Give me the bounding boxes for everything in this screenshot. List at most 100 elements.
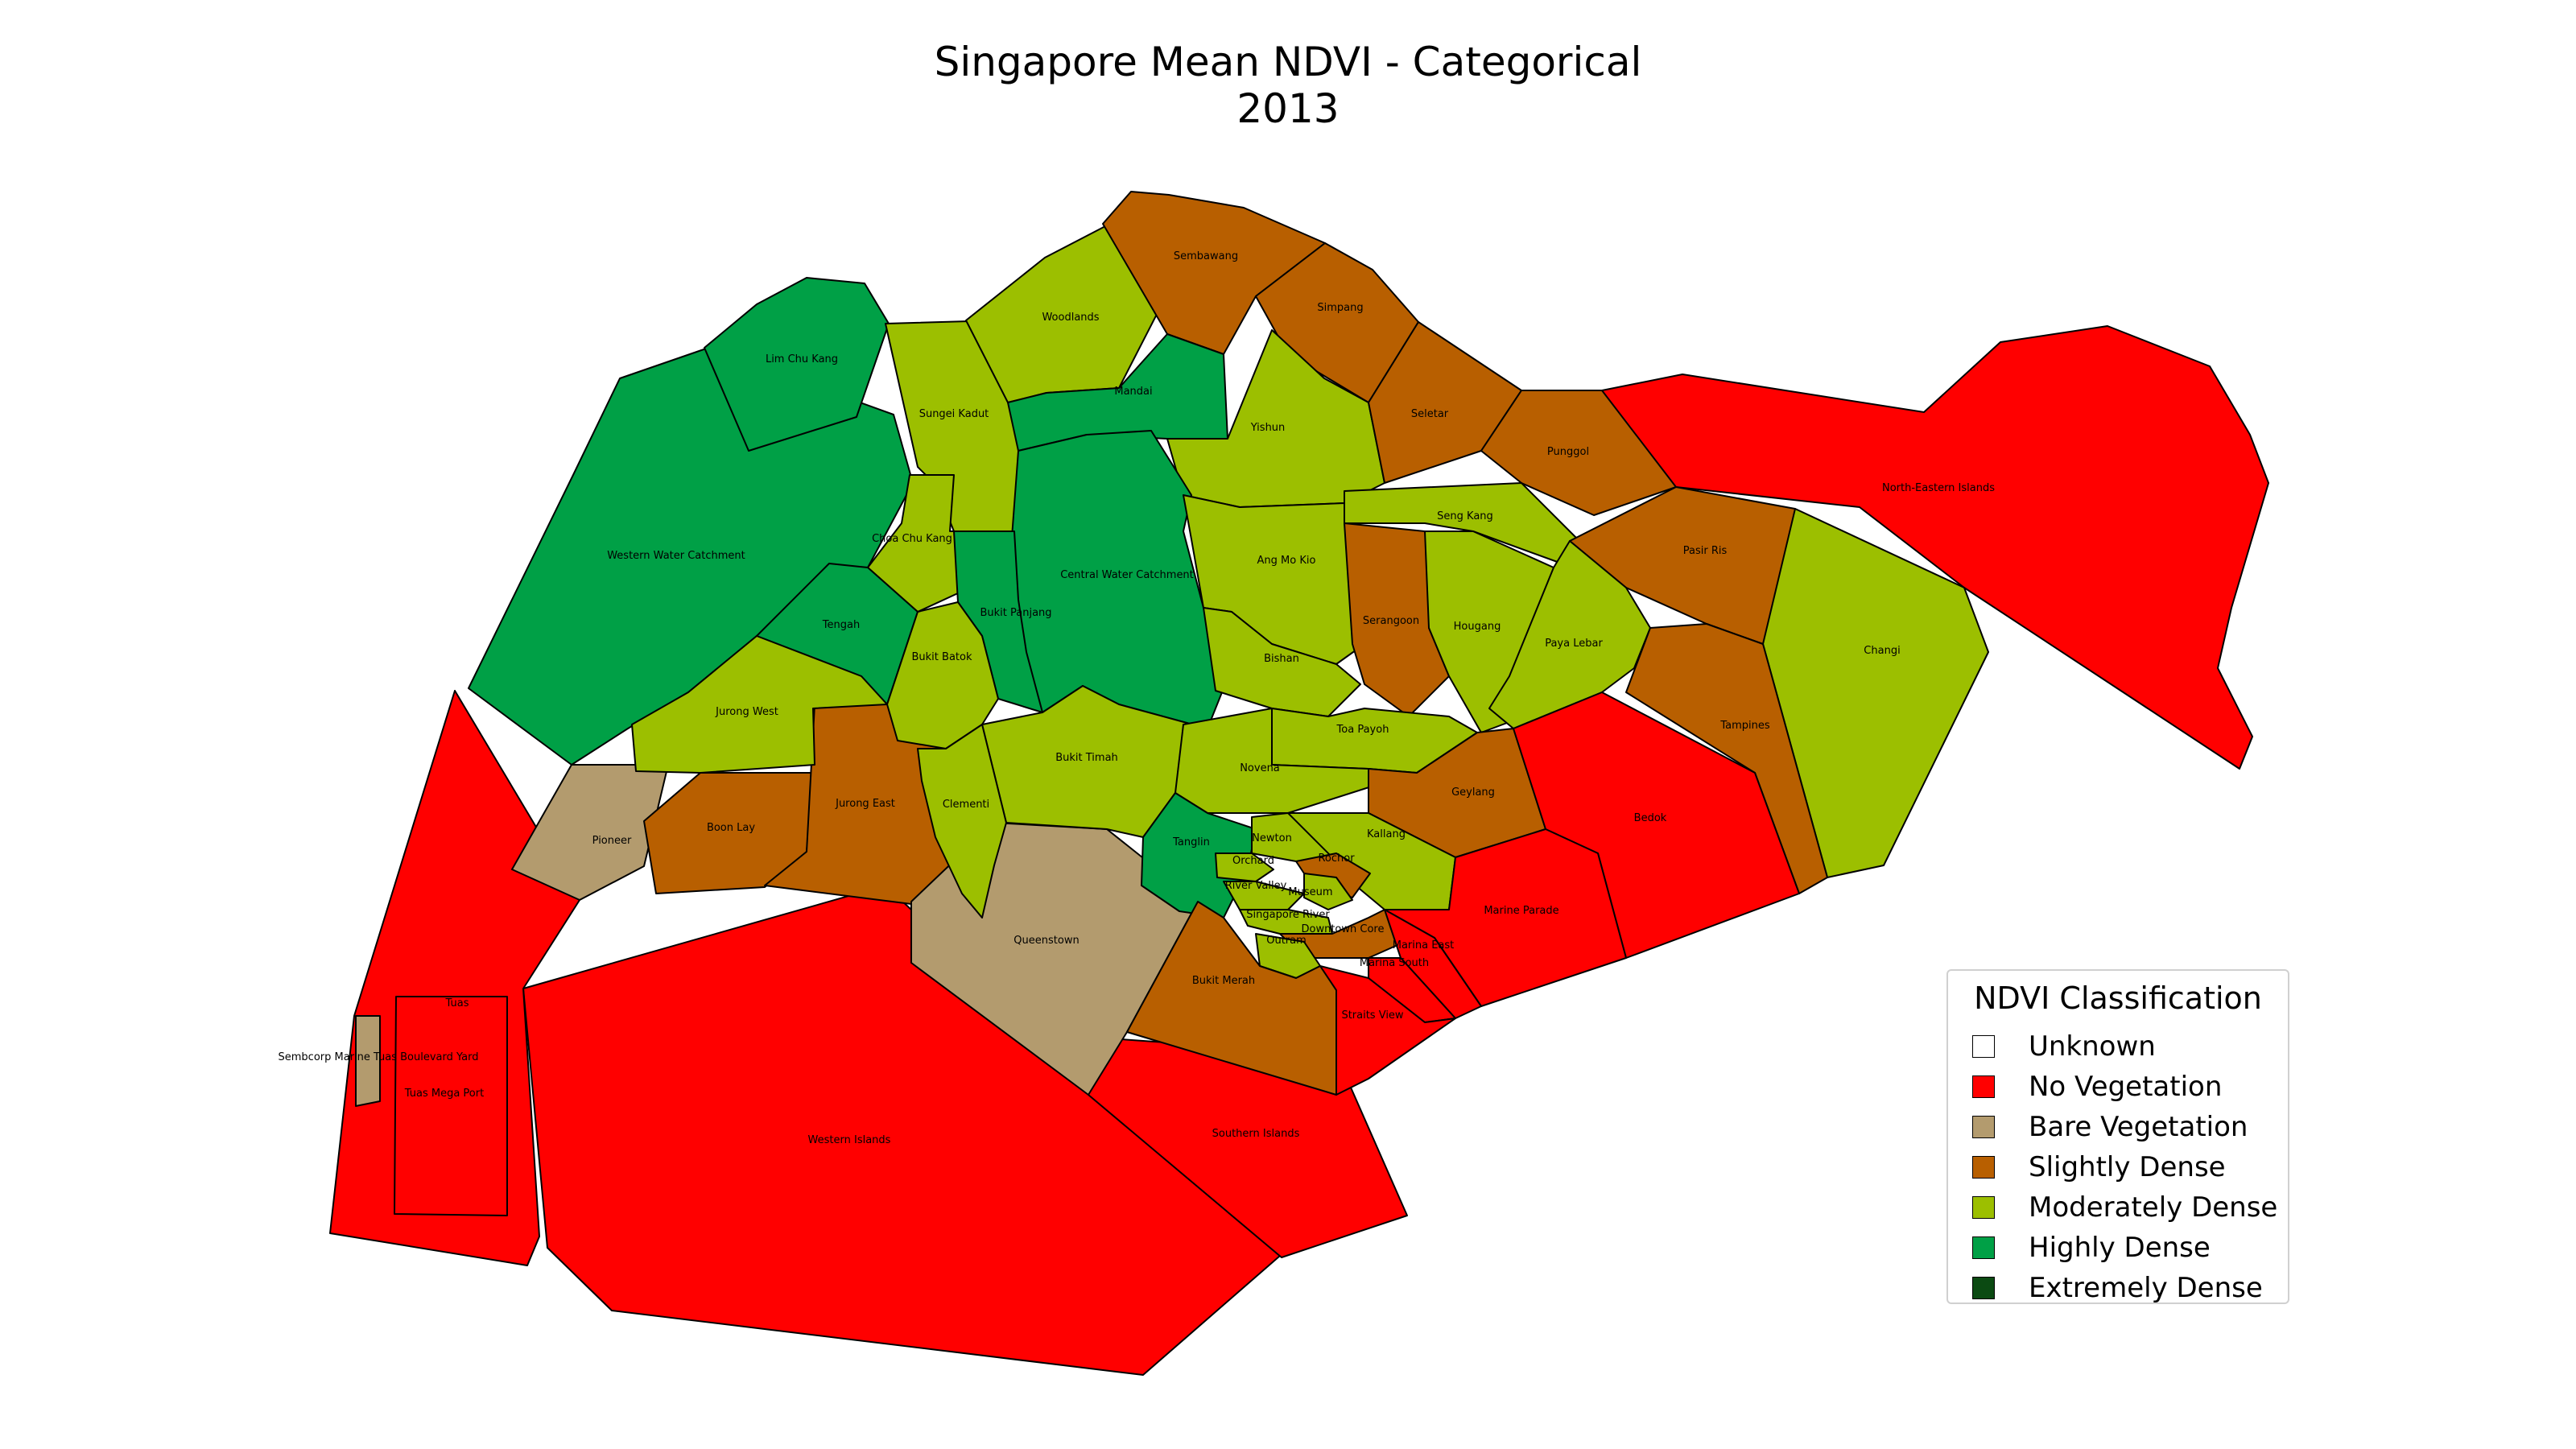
region-marina-east [1384,909,1482,1019]
region-label-bukit-panjang: Bukit Panjang [980,607,1051,619]
legend-swatch [1972,1156,1995,1179]
legend-item: Bare Vegetation [1972,1111,2248,1143]
region-label-downtown-core: Downtown Core [1302,923,1385,935]
legend-item: Moderately Dense [1972,1191,2277,1224]
region-label-marina-south: Marina South [1360,957,1429,969]
map-title-line2: 2013 [1236,85,1340,132]
region-label-mandai: Mandai [1114,386,1152,398]
region-label-bukit-merah: Bukit Merah [1192,975,1255,987]
map-title-line1: Singapore Mean NDVI - Categorical [934,39,1642,85]
legend-label: No Vegetation [2029,1071,2223,1103]
legend-label: Bare Vegetation [2029,1111,2248,1143]
region-label-jurong-east: Jurong East [835,798,895,810]
region-label-clementi: Clementi [943,799,989,811]
legend: NDVI Classification Unknown No Vegetation… [1946,969,2289,1304]
region-western-water-catchment [468,347,914,766]
region-label-rochor: Rochor [1318,852,1355,865]
region-label-marina-east: Marina East [1393,939,1455,952]
region-seng-kang [1344,482,1579,564]
region-label-western-islands: Western Islands [808,1134,891,1146]
region-label-choa-chu-kang: Choa Chu Kang [872,533,952,545]
region-label-outram: Outram [1266,935,1307,947]
legend-item: No Vegetation [1972,1071,2222,1103]
region-label-geylang: Geylang [1451,786,1495,799]
region-label-seng-kang: Seng Kang [1437,510,1493,522]
map-title: Singapore Mean NDVI - Categorical 2013 [0,39,2576,132]
region-label-southern-islands: Southern Islands [1212,1128,1300,1140]
region-label-punggol: Punggol [1547,446,1589,458]
region-label-hougang: Hougang [1454,621,1501,633]
region-tuas [329,690,580,1266]
legend-item: Extremely Dense [1972,1272,2263,1304]
region-label-central-water-catchment: Central Water Catchment [1060,569,1194,581]
region-label-lim-chu-kang: Lim Chu Kang [766,353,838,365]
region-paya-lebar [1488,540,1651,729]
legend-item: Unknown [1972,1030,2156,1063]
legend-item: Slightly Dense [1972,1151,2226,1183]
region-label-serangoon: Serangoon [1363,615,1419,627]
region-label-pioneer: Pioneer [592,835,632,847]
region-pioneer [511,764,669,901]
legend-swatch [1972,1075,1995,1098]
legend-label: Highly Dense [2029,1232,2211,1264]
region-label-kallang: Kallang [1367,828,1406,840]
region-label-museum: Museum [1288,886,1332,898]
region-label-seletar: Seletar [1411,408,1449,420]
region-label-tengah: Tengah [822,619,860,631]
region-label-boon-lay: Boon Lay [707,822,755,834]
legend-label: Extremely Dense [2029,1272,2263,1304]
region-label-straits-view: Straits View [1341,1009,1403,1022]
region-label-newton: Newton [1252,832,1292,844]
region-label-western-water-catchment: Western Water Catchment [607,550,745,562]
region-label-tampines: Tampines [1719,720,1770,732]
region-bishan [1203,607,1361,717]
region-lim-chu-kang [704,277,890,452]
legend-swatch [1972,1277,1995,1299]
legend-item: Highly Dense [1972,1232,2211,1264]
region-label-layer: Western Islands Southern Islands Tuas Sembc… [279,250,1996,1146]
region-orchard [1215,852,1274,882]
legend-label: Moderately Dense [2029,1191,2278,1224]
legend-swatch [1972,1236,1995,1259]
region-label-pasir-ris: Pasir Ris [1683,545,1728,557]
region-label-bishan: Bishan [1264,653,1299,665]
legend-label: Unknown [2029,1030,2156,1063]
legend-swatch [1972,1116,1995,1138]
region-museum [1303,873,1353,910]
region-label-novena: Novena [1240,762,1280,774]
region-label-orchard: Orchard [1232,855,1274,867]
region-river-valley [1223,881,1305,910]
region-label-jurong-west: Jurong West [715,706,778,718]
region-label-tanglin: Tanglin [1172,836,1210,848]
region-sembcorp-marine-tuas-boulevard-yard [355,1015,381,1107]
region-label-bukit-timah: Bukit Timah [1055,752,1118,764]
region-label-yishun: Yishun [1250,422,1286,434]
region-label-singapore-river: Singapore River [1246,909,1330,921]
legend-swatch [1972,1035,1995,1058]
region-label-changi: Changi [1864,645,1900,657]
region-label-marine-parade: Marine Parade [1484,905,1558,917]
region-label-north-eastern-islands: North-Eastern Islands [1882,482,1995,494]
region-label-sembcorp-marine-tuas-boulevard-yard: Sembcorp Marine Tuas Boulevard Yard [279,1051,479,1063]
legend-swatch [1972,1196,1995,1219]
region-label-sungei-kadut: Sungei Kadut [919,408,989,420]
legend-label: Slightly Dense [2029,1151,2226,1183]
region-jurong-west [631,635,888,774]
region-label-paya-lebar: Paya Lebar [1545,638,1603,650]
legend-title: NDVI Classification [1974,980,2262,1016]
region-label-queenstown: Queenstown [1013,935,1079,947]
region-label-tuas: Tuas [445,997,469,1009]
region-straits-view [1319,965,1456,1096]
region-label-bedok: Bedok [1634,812,1667,824]
region-layer [329,191,2269,1376]
region-label-sembawang: Sembawang [1174,250,1238,262]
region-bukit-batok [886,601,999,749]
region-label-ang-mo-kio: Ang Mo Kio [1257,555,1316,567]
region-label-simpang: Simpang [1317,302,1363,314]
region-label-bukit-batok: Bukit Batok [912,651,972,663]
region-label-tuas-mega-port: Tuas Mega Port [404,1088,484,1100]
region-label-toa-payoh: Toa Payoh [1336,724,1389,736]
region-clementi [917,724,1007,919]
region-label-river-valley: River Valley [1225,880,1287,892]
